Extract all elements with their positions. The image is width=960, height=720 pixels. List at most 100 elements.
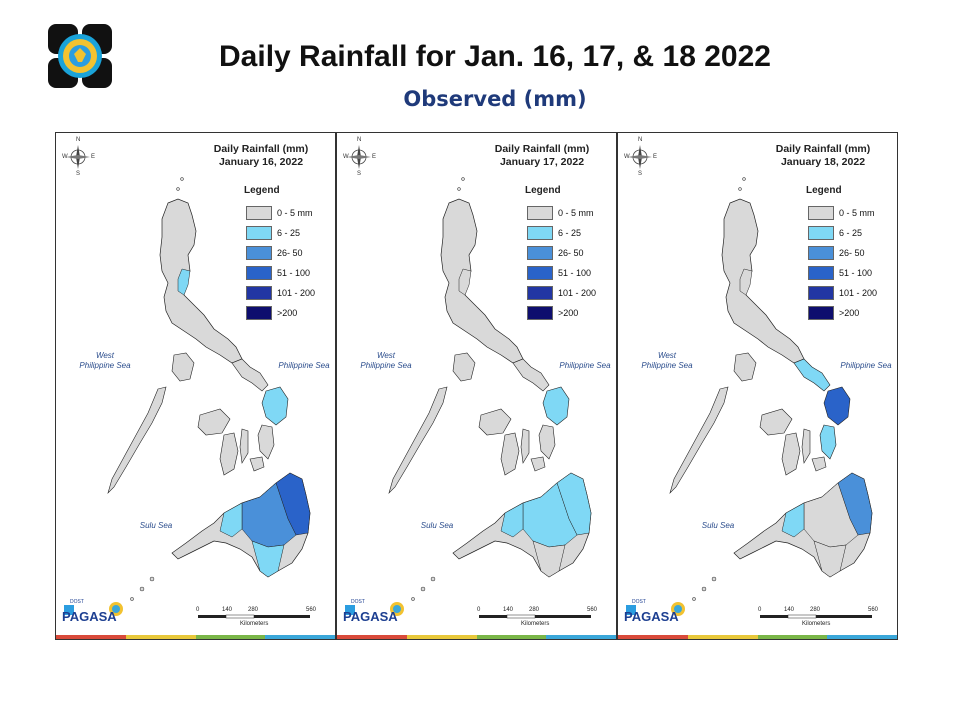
color-stripe: [618, 635, 897, 639]
legend-label: 101 - 200: [839, 288, 878, 298]
compass-s-label: S: [638, 171, 643, 177]
legend-label: >200: [839, 308, 860, 318]
legend-item: 101 - 200: [527, 285, 596, 301]
scale-unit-label: Kilometers: [521, 621, 550, 627]
philippine-sea-label: Philippine Sea: [559, 361, 611, 370]
compass-n-label: N: [638, 137, 643, 143]
pagasa-wordmark: PAGASA: [343, 609, 398, 624]
legend-item: 51 - 100: [527, 265, 591, 281]
panay-island: [197, 408, 231, 436]
panel-title: Daily Rainfall (mm) January 16, 2022: [213, 143, 309, 168]
scale-tick-label: 560: [587, 607, 598, 613]
legend-item: >200: [246, 305, 297, 321]
legend-swatch: [527, 206, 553, 220]
compass-w-label: W: [343, 154, 349, 160]
compass-w-label: W: [62, 154, 68, 160]
legend-swatch: [246, 266, 272, 280]
scale-tick-label: 0: [196, 607, 200, 613]
compass-e-label: E: [653, 154, 658, 160]
bicol-region: [793, 358, 831, 392]
leyte-island: [538, 424, 556, 460]
pagasa-logo: [48, 24, 112, 88]
panay-island: [478, 408, 512, 436]
scale-unit-label: Kilometers: [240, 621, 269, 627]
bohol-island: [530, 456, 546, 472]
compass-n-label: N: [76, 137, 81, 143]
legend-swatch: [527, 306, 553, 320]
compass-e-label: E: [91, 154, 96, 160]
scale-tick-label: 140: [222, 607, 233, 613]
cebu-island: [239, 428, 249, 464]
leyte-island: [257, 424, 275, 460]
rainfall-map-panel-jan16: Daily Rainfall (mm) January 16, 2022 N S W E…: [55, 132, 336, 640]
leyte-island: [819, 424, 837, 460]
luzon-landmass: [440, 198, 524, 364]
sulu-sea-label: Sulu Sea: [420, 521, 454, 530]
legend-label: 101 - 200: [558, 288, 597, 298]
legend-swatch: [246, 226, 272, 240]
rainfall-map-panel-jan17: Daily Rainfall (mm) January 17, 2022 N S W E…: [336, 132, 617, 640]
legend-swatch: [246, 246, 272, 260]
org-small-label: DOST: [632, 599, 646, 605]
west-philippine-sea-label: West Philippine Sea: [360, 351, 412, 370]
legend-label: 51 - 100: [558, 268, 592, 278]
north-arrow-icon: [66, 145, 90, 169]
legend-label: 6 - 25: [839, 228, 863, 238]
northeast-luzon-region: [739, 268, 753, 296]
scale-tick-label: 280: [810, 607, 821, 613]
legend-swatch: [527, 286, 553, 300]
legend-label: 101 - 200: [277, 288, 316, 298]
scale-tick-label: 560: [868, 607, 879, 613]
northeast-luzon-region: [177, 268, 191, 296]
legend-item: 6 - 25: [527, 225, 581, 241]
compass-s-label: S: [76, 171, 81, 177]
scale-bar: [479, 614, 591, 619]
legend-item: 26- 50: [527, 245, 584, 261]
scale-tick-label: 0: [758, 607, 762, 613]
scale-tick-label: 280: [529, 607, 540, 613]
panay-island: [759, 408, 793, 436]
color-stripe: [337, 635, 616, 639]
bicol-region: [512, 358, 550, 392]
luzon-landmass: [721, 198, 805, 364]
legend-label: 0 - 5 mm: [558, 208, 594, 218]
philippine-sea-label: Philippine Sea: [840, 361, 892, 370]
luzon-landmass: [159, 198, 243, 364]
bohol-island: [811, 456, 827, 472]
bohol-island: [249, 456, 265, 472]
legend-swatch: [808, 226, 834, 240]
legend-swatch: [246, 206, 272, 220]
legend-label: 0 - 5 mm: [277, 208, 313, 218]
scale-unit-label: Kilometers: [802, 621, 831, 627]
scale-tick-label: 560: [306, 607, 317, 613]
central-mindanao-region: [803, 482, 859, 548]
compass-w-label: W: [624, 154, 630, 160]
rainfall-map-panel-jan18: Daily Rainfall (mm) January 18, 2022 N S W E…: [617, 132, 898, 640]
page-subtitle: Observed (mm): [403, 87, 587, 111]
philippine-sea-label: Philippine Sea: [278, 361, 330, 370]
page-title: Daily Rainfall for Jan. 16, 17, & 18 202…: [219, 40, 771, 73]
legend-item: 51 - 100: [246, 265, 310, 281]
legend-swatch: [527, 226, 553, 240]
legend-item: 6 - 25: [808, 225, 862, 241]
sulu-sea-label: Sulu Sea: [139, 521, 173, 530]
negros-island: [500, 432, 520, 476]
northeast-luzon-region: [458, 268, 472, 296]
panel-title: Daily Rainfall (mm) January 18, 2022: [775, 143, 871, 168]
palawan-island: [107, 386, 167, 495]
legend-item: 51 - 100: [808, 265, 872, 281]
compass-s-label: S: [357, 171, 362, 177]
southern-mindanao-region: [532, 540, 566, 578]
sulu-sea-label: Sulu Sea: [701, 521, 735, 530]
pagasa-wordmark: PAGASA: [62, 609, 117, 624]
mindoro-island: [171, 352, 195, 382]
scale-bar: [760, 614, 872, 619]
legend-swatch: [246, 286, 272, 300]
legend-label: 26- 50: [558, 248, 584, 258]
western-mindanao-region: [781, 502, 805, 538]
mindoro-island: [733, 352, 757, 382]
legend-item: 101 - 200: [808, 285, 877, 301]
negros-island: [781, 432, 801, 476]
legend-label: 26- 50: [277, 248, 303, 258]
legend-item: 26- 50: [808, 245, 865, 261]
